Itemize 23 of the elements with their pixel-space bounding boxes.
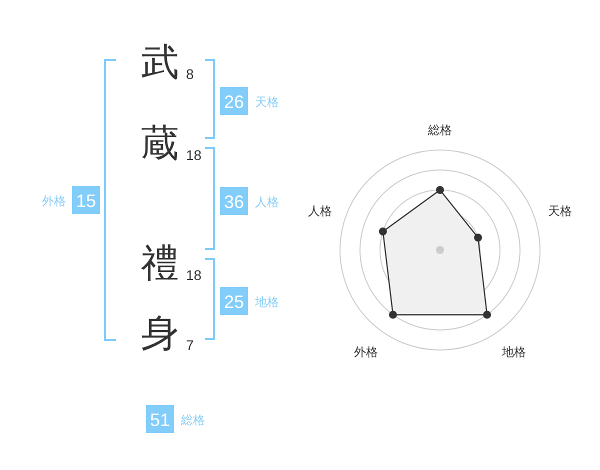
category-label: 禮 xyxy=(141,241,179,285)
spoke-label: 外格 xyxy=(354,344,378,359)
text: 51 xyxy=(150,410,170,430)
category-label: 武 xyxy=(141,40,179,84)
text: 人格 xyxy=(255,195,279,209)
text: 外格 xyxy=(42,194,66,208)
data-label: 8 xyxy=(186,66,194,82)
data-label: 18 xyxy=(186,267,202,283)
spoke-label: 天格 xyxy=(548,204,572,218)
spoke-label: 地格 xyxy=(501,344,526,359)
data-label: 7 xyxy=(186,337,194,353)
text: 25 xyxy=(224,292,244,312)
text: 天格 xyxy=(255,95,279,109)
spoke-label: 総格 xyxy=(427,123,452,137)
text: 36 xyxy=(224,192,244,212)
data-label: 18 xyxy=(186,147,202,163)
category-label: 蔵 xyxy=(141,121,179,165)
category-label: 身 xyxy=(141,311,179,355)
text: 総格 xyxy=(180,413,205,427)
text: 地格 xyxy=(254,295,279,309)
text: 15 xyxy=(76,191,96,211)
text: 26 xyxy=(224,92,244,112)
spoke-label: 人格 xyxy=(308,204,332,218)
